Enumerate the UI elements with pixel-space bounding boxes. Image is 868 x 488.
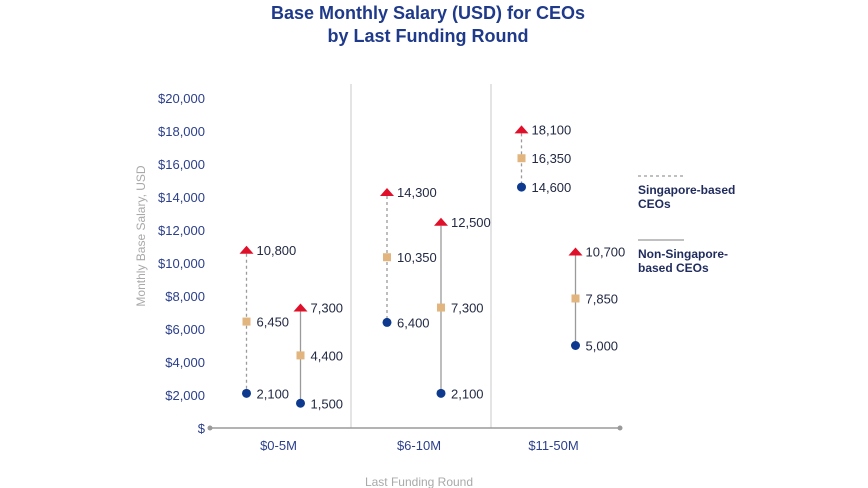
legend-label: based CEOs (638, 261, 709, 275)
mid-marker (517, 154, 526, 163)
low-label: 5,000 (586, 339, 619, 354)
low-marker (382, 317, 392, 327)
y-tick-label: $16,000 (158, 157, 205, 172)
x-axis-label: Last Funding Round (365, 475, 473, 488)
mid-label: 6,450 (257, 315, 290, 330)
high-marker (514, 125, 529, 134)
low-label: 14,600 (532, 180, 572, 195)
chart-title-line-2: by Last Funding Round (327, 26, 529, 46)
x-axis-start-dot (207, 425, 213, 431)
mid-marker (296, 351, 305, 360)
y-tick-label: $2,000 (165, 388, 205, 403)
range-lines (245, 133, 577, 404)
mid-label: 10,350 (397, 250, 437, 265)
y-tick-label: $8,000 (165, 289, 205, 304)
y-tick-label: $10,000 (158, 256, 205, 271)
low-marker (517, 182, 526, 192)
y-tick-label: $18,000 (158, 124, 205, 139)
high-marker (434, 217, 448, 226)
low-label: 6,400 (397, 315, 430, 330)
x-axis-end-dot (617, 425, 623, 431)
legend-label: Non-Singapore- (638, 247, 728, 261)
y-tick-label: $20,000 (158, 91, 205, 106)
low-marker (242, 388, 251, 398)
mid-label: 7,300 (451, 301, 484, 316)
high-label: 12,500 (451, 215, 491, 230)
high-marker (568, 247, 583, 256)
high-label: 7,300 (311, 301, 344, 316)
high-label: 14,300 (397, 185, 437, 200)
y-tick-label: $12,000 (158, 223, 205, 238)
low-label: 2,100 (257, 386, 290, 401)
y-tick-label: $14,000 (158, 190, 205, 205)
y-tick-label: $ (198, 421, 206, 436)
high-label: 10,800 (257, 243, 297, 258)
high-label: 18,100 (532, 122, 572, 137)
x-tick-label: $6-10M (397, 438, 441, 453)
mid-marker (242, 317, 251, 326)
low-label: 2,100 (451, 386, 484, 401)
group-separators (350, 84, 492, 428)
high-marker (293, 303, 308, 312)
low-marker (436, 388, 446, 398)
high-marker (380, 188, 394, 197)
low-label: 1,500 (311, 396, 344, 411)
y-tick-label: $4,000 (165, 355, 205, 370)
high-label: 10,700 (586, 244, 626, 259)
x-tick-label: $0-5M (260, 438, 297, 453)
x-tick-labels: $0-5M $6-10M $11-50M (260, 438, 579, 453)
mid-marker (571, 294, 580, 303)
mid-label: 16,350 (532, 151, 572, 166)
y-tick-label: $6,000 (165, 322, 205, 337)
high-marker (239, 245, 254, 254)
data-markers (239, 125, 583, 408)
y-tick-labels: $ $2,000 $4,000 $6,000 $8,000 $10,000 $12,000 $… (158, 91, 206, 436)
axes (207, 425, 623, 431)
mid-marker (437, 303, 445, 312)
data-labels: 10,800 6,450 2,100 14,300 10,350 6,400 18,100 1… (257, 122, 626, 411)
mid-marker (383, 253, 391, 262)
low-marker (571, 341, 580, 350)
low-marker (296, 398, 305, 408)
chart-title: Base Monthly Salary (USD) for CEOs by La… (0, 2, 856, 48)
mid-label: 4,400 (311, 348, 344, 363)
legend-label: CEOs (638, 197, 671, 211)
x-tick-label: $11-50M (528, 438, 578, 453)
legend-label: Singapore-based (638, 183, 735, 197)
chart-title-line-1: Base Monthly Salary (USD) for CEOs (270, 3, 586, 23)
mid-label: 7,850 (586, 291, 619, 306)
y-axis-label: Monthly Base Salary, USD (134, 165, 148, 306)
